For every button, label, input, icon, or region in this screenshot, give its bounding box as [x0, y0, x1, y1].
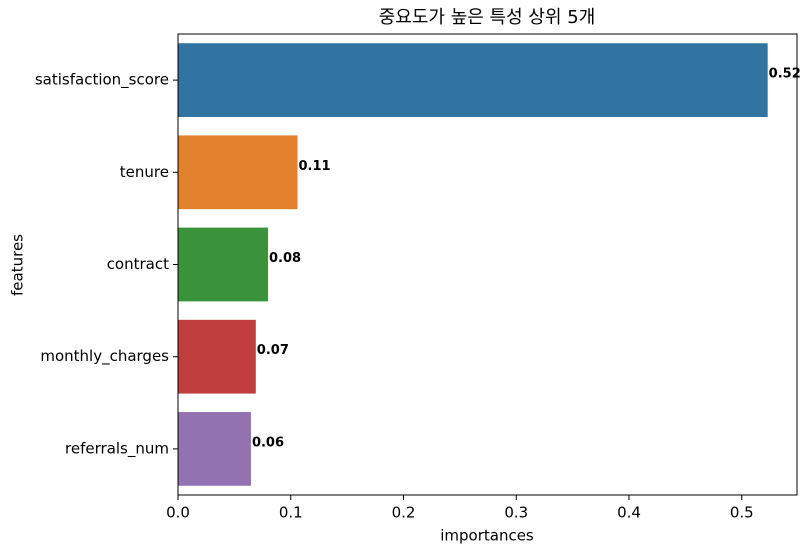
- x-tick-label: 0.4: [617, 504, 641, 522]
- chart-title: 중요도가 높은 특성 상위 5개: [379, 7, 596, 28]
- y-tick-label: contract: [107, 255, 169, 273]
- plot-frame: [177, 33, 798, 496]
- value-label: 0.08: [269, 251, 301, 266]
- value-label: 0.06: [252, 435, 284, 450]
- y-tick-label: referrals_num: [65, 439, 169, 458]
- bar: [178, 135, 298, 210]
- value-label: 0.52: [769, 67, 801, 82]
- y-tick-label: tenure: [120, 163, 169, 181]
- y-tick-label: monthly_charges: [40, 347, 169, 366]
- x-axis-label: importances: [440, 527, 534, 545]
- x-tick-label: 0.3: [504, 504, 528, 522]
- x-tick-label: 0.2: [392, 504, 416, 522]
- y-tick-label: satisfaction_score: [35, 71, 169, 90]
- bar: [178, 412, 251, 486]
- x-tick-label: 0.1: [279, 504, 303, 522]
- bar: [178, 319, 256, 394]
- bar: [178, 43, 768, 117]
- x-tick-label: 0.0: [166, 504, 190, 522]
- x-tick-label: 0.5: [730, 504, 754, 522]
- value-label: 0.11: [299, 159, 331, 174]
- y-axis-label: features: [9, 234, 27, 296]
- value-label: 0.07: [257, 343, 289, 358]
- bar: [178, 227, 268, 302]
